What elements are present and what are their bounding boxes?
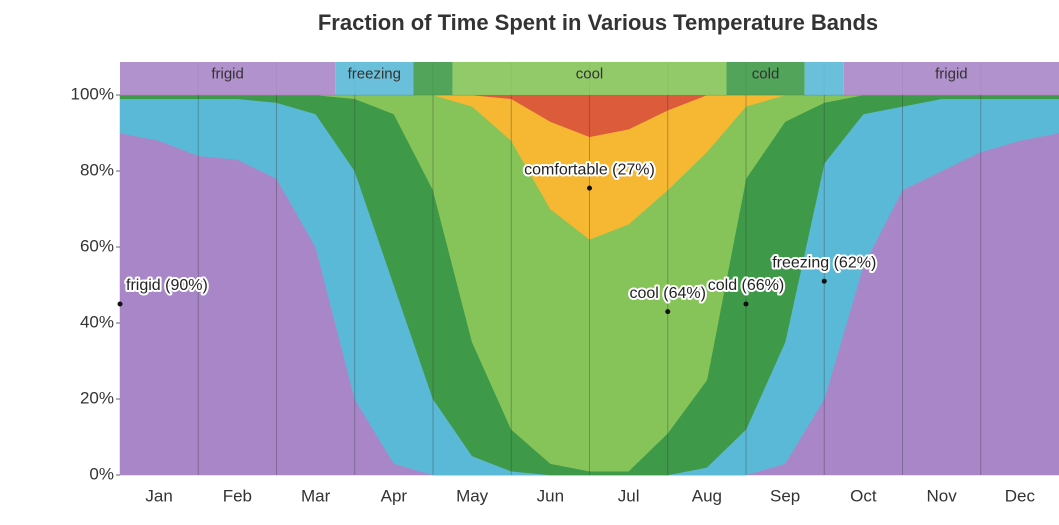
y-tick-label: 20% (80, 388, 114, 407)
annotation: cool (64%) (630, 285, 706, 302)
annotation: cold (66%) (708, 277, 784, 294)
band-label: freezing (348, 65, 401, 82)
annotation: freezing (62%) (772, 254, 876, 271)
x-tick-label: Jul (618, 486, 640, 505)
band-strip (335, 62, 414, 95)
x-tick-label: Nov (927, 486, 958, 505)
x-tick-label: May (456, 486, 489, 505)
x-tick-label: Mar (301, 486, 331, 505)
x-tick-label: Jun (537, 486, 564, 505)
y-tick-label: 100% (71, 84, 114, 103)
x-tick-label: Oct (850, 486, 877, 505)
band-strip (804, 62, 844, 95)
x-tick-label: Dec (1005, 486, 1036, 505)
annotation-dot (117, 301, 123, 307)
annotation: comfortable (27%) (524, 161, 655, 178)
y-tick-label: 60% (80, 236, 114, 255)
x-tick-label: Feb (223, 486, 252, 505)
band-strip (452, 62, 727, 95)
x-tick-label: Jan (145, 486, 172, 505)
band-label: cool (576, 65, 604, 82)
chart-title: Fraction of Time Spent in Various Temper… (318, 10, 878, 35)
y-tick-label: 40% (80, 312, 114, 331)
band-label: frigid (935, 65, 968, 82)
annotation-dot (587, 185, 592, 191)
x-tick-label: Aug (692, 486, 722, 505)
y-tick-label: 0% (89, 464, 114, 483)
band-strip (726, 62, 805, 95)
annotation-dot (743, 301, 749, 307)
band-label: frigid (211, 65, 244, 82)
y-tick-label: 80% (80, 160, 114, 179)
annotation-dot (665, 309, 671, 315)
band-label: cold (752, 65, 780, 82)
band-strip (413, 62, 453, 95)
x-tick-label: Sep (770, 486, 800, 505)
annotation: frigid (90%) (126, 277, 208, 294)
band-strip (120, 62, 336, 95)
x-tick-label: Apr (381, 486, 408, 505)
annotation-dot (821, 278, 827, 284)
band-strip (843, 62, 1059, 95)
